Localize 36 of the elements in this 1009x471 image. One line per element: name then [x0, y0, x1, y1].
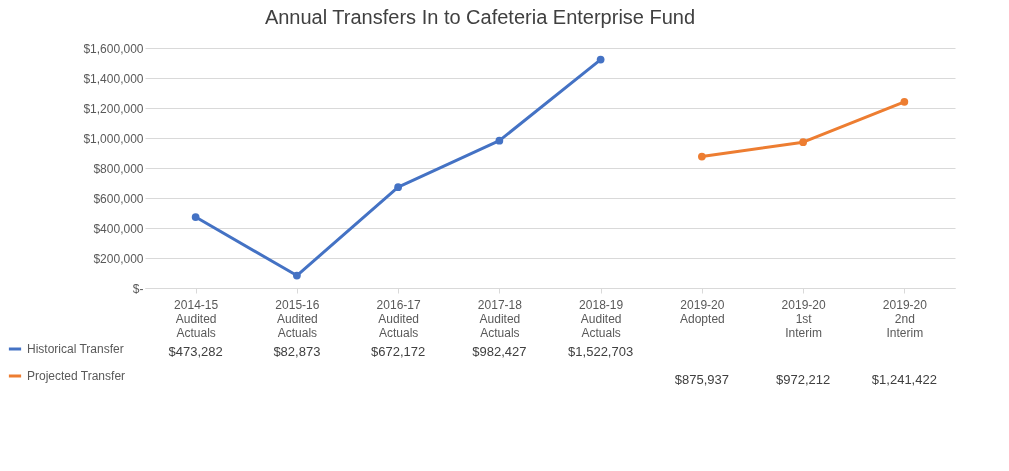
point — [191, 213, 200, 221]
data-label: $982,427 — [472, 344, 527, 359]
point — [698, 152, 706, 161]
point — [495, 136, 504, 145]
data-label: $875,937 — [674, 372, 729, 387]
y-tick-label: $1,400,000 — [83, 71, 144, 86]
x-tick-label: 2019-20 Adopted — [680, 297, 725, 326]
data-label: $972,212 — [776, 372, 831, 387]
x-tick-label: 2019-20 2nd Interim — [882, 297, 928, 340]
data-label: $82,873 — [273, 344, 321, 359]
y-tick-label: $- — [132, 281, 144, 296]
point — [799, 138, 807, 147]
x-tick-label: 2015-16 Audited Actuals — [275, 297, 320, 340]
legend-label: Historical Transfer — [27, 342, 124, 356]
y-tick-label: $1,000,000 — [83, 131, 144, 146]
point — [394, 183, 402, 192]
point — [596, 55, 605, 64]
x-tick-label: 2014-15 Audited Actuals — [174, 297, 219, 340]
data-label: $1,241,422 — [871, 372, 937, 387]
x-tick-label: 2019-20 1st Interim — [781, 297, 826, 340]
y-tick-label: $1,200,000 — [83, 101, 144, 116]
y-tick-label: $600,000 — [93, 191, 144, 206]
data-label: $473,282 — [168, 344, 223, 359]
x-tick-label: 2018-19 Audited Actuals — [579, 297, 624, 340]
y-tick-label: $200,000 — [93, 251, 144, 266]
y-tick-label: $400,000 — [93, 221, 144, 236]
point — [900, 97, 909, 106]
point — [293, 271, 301, 280]
x-tick-label: 2016-17 Audited Actuals — [376, 297, 421, 340]
y-tick-label: $1,600,000 — [83, 41, 144, 56]
data-label: $1,522,703 — [568, 344, 634, 359]
chart-title: Annual Transfers In to Cafeteria Enterprise Fund — [264, 6, 696, 28]
data-label: $672,172 — [371, 344, 426, 359]
x-tick-label: 2017-18 Audited Actuals — [477, 297, 523, 340]
y-tick-label: $800,000 — [93, 161, 144, 176]
legend-label: Projected Transfer — [27, 369, 126, 383]
